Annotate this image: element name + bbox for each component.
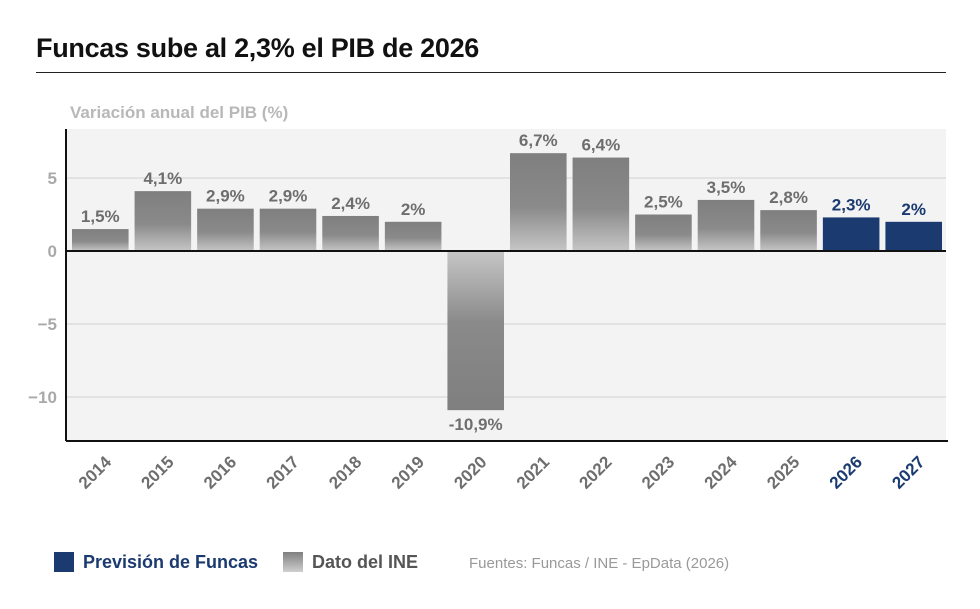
plot-background bbox=[66, 129, 946, 441]
y-tick-label: −10 bbox=[28, 388, 57, 407]
y-tick-label: 5 bbox=[48, 169, 57, 188]
sources-note: Fuentes: Funcas / INE - EpData (2026) bbox=[469, 555, 730, 572]
value-label-2027: 2% bbox=[901, 200, 926, 219]
value-label-2026: 2,3% bbox=[832, 195, 871, 214]
legend-label-ine: Dato del INE bbox=[312, 551, 419, 572]
plot-area: 5 0 −5 −10 1,5% 2014 4,1% 2015 2,9% 2016 2,9% 2017 2… bbox=[28, 129, 948, 493]
y-tick-label: 0 bbox=[48, 242, 57, 261]
chart-title: Funcas sube al 2,3% el PIB de 2026 bbox=[36, 33, 480, 63]
x-tick-label-2018: 2018 bbox=[325, 452, 365, 492]
x-tick-label-2017: 2017 bbox=[263, 452, 303, 492]
bar-2024 bbox=[697, 199, 755, 251]
legend-item-funcas: Previsión de Funcas bbox=[54, 551, 258, 573]
legend-swatch-funcas bbox=[54, 552, 74, 572]
bar-2018 bbox=[322, 215, 379, 251]
legend-label-funcas: Previsión de Funcas bbox=[83, 551, 259, 572]
bar-2016 bbox=[197, 208, 254, 251]
value-label-2020: -10,9% bbox=[449, 415, 503, 434]
bar-2026 bbox=[822, 217, 880, 251]
value-label-2014: 1,5% bbox=[81, 207, 120, 226]
x-tick-label-2023: 2023 bbox=[638, 452, 678, 492]
bar-2022 bbox=[572, 157, 630, 251]
value-label-2018: 2,4% bbox=[331, 194, 370, 213]
value-label-2015: 4,1% bbox=[143, 169, 182, 188]
value-label-2023: 2,5% bbox=[644, 193, 683, 212]
bar-2017 bbox=[259, 208, 317, 251]
value-label-2022: 6,4% bbox=[581, 136, 620, 155]
y-tick-label: −5 bbox=[38, 315, 57, 334]
x-tick-label-2020: 2020 bbox=[450, 452, 490, 492]
legend-item-ine: Dato del INE bbox=[283, 551, 418, 573]
title-divider bbox=[36, 72, 946, 73]
x-tick-label-2015: 2015 bbox=[138, 452, 178, 492]
x-tick-label-2025: 2025 bbox=[763, 452, 803, 492]
x-tick-label-2021: 2021 bbox=[513, 452, 553, 492]
legend-swatch-ine bbox=[283, 552, 303, 572]
x-tick-label-2027: 2027 bbox=[888, 452, 928, 492]
bar-2021 bbox=[510, 153, 567, 251]
x-tick-label-2026: 2026 bbox=[826, 452, 866, 492]
bar-2025 bbox=[760, 210, 817, 251]
value-label-2021: 6,7% bbox=[519, 131, 558, 150]
x-tick-label-2022: 2022 bbox=[576, 452, 616, 492]
value-label-2025: 2,8% bbox=[769, 188, 808, 207]
bar-2015 bbox=[134, 191, 192, 251]
bar-2023 bbox=[635, 214, 692, 251]
value-label-2017: 2,9% bbox=[269, 187, 308, 206]
bar-2027 bbox=[885, 221, 942, 251]
x-tick-label-2024: 2024 bbox=[701, 452, 742, 493]
bar-2019 bbox=[384, 221, 442, 251]
y-axis-label: Variación anual del PIB (%) bbox=[70, 103, 289, 122]
value-label-2019: 2% bbox=[401, 200, 426, 219]
x-tick-label-2019: 2019 bbox=[388, 452, 428, 492]
value-label-2016: 2,9% bbox=[206, 187, 245, 206]
bar-2020 bbox=[447, 251, 504, 411]
value-label-2024: 3,5% bbox=[707, 178, 746, 197]
x-tick-label-2016: 2016 bbox=[200, 452, 240, 492]
bar-2014 bbox=[72, 229, 129, 251]
x-tick-label-2014: 2014 bbox=[75, 452, 116, 493]
